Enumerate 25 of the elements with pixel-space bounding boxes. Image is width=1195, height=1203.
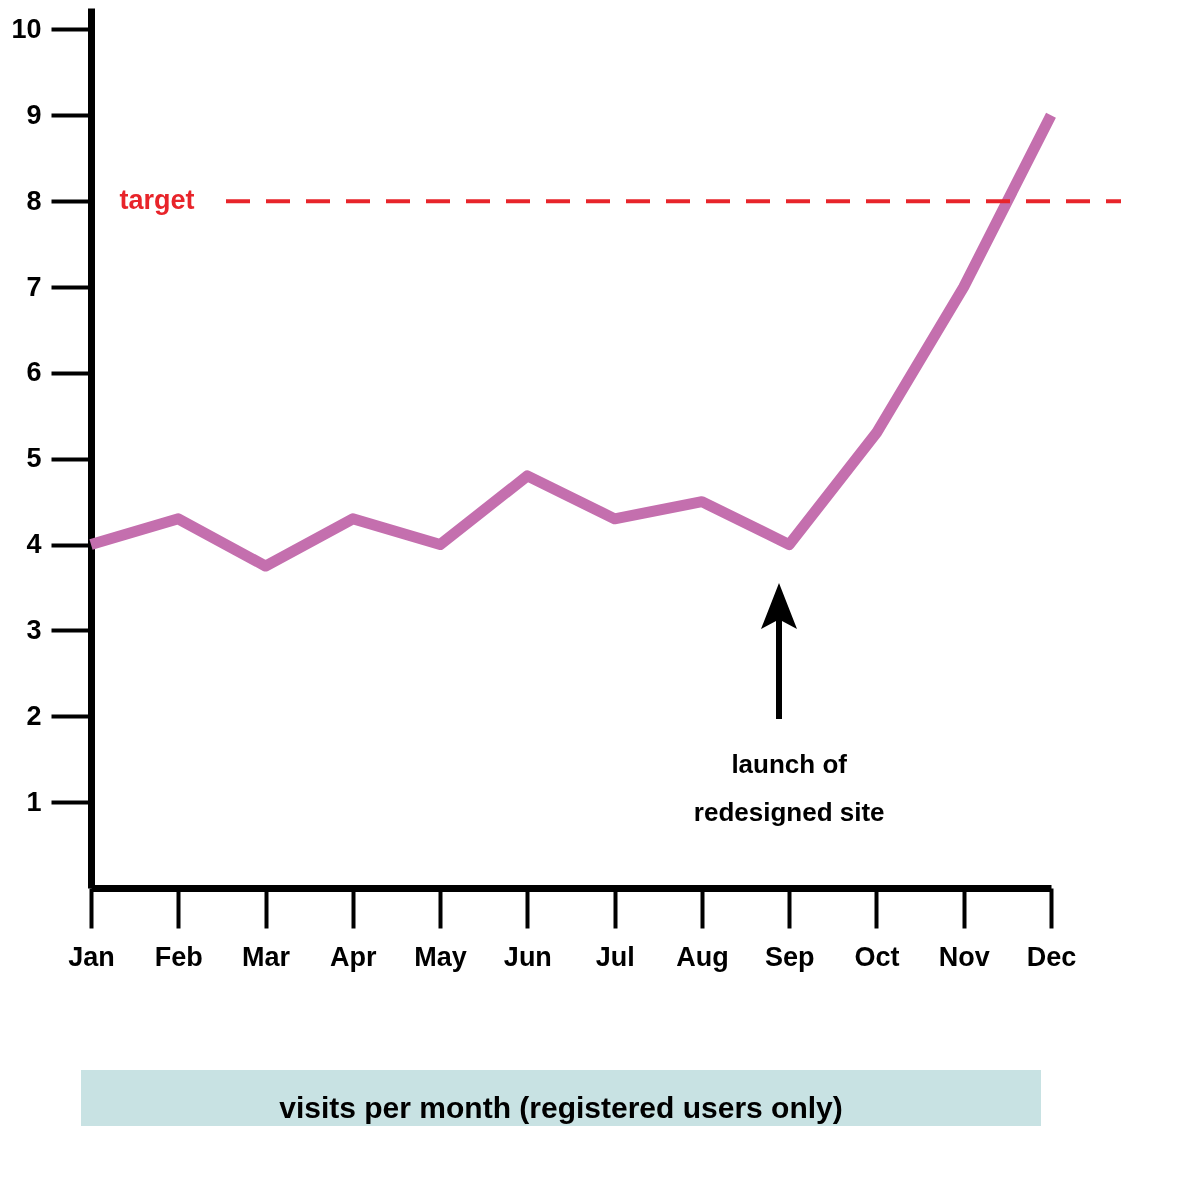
y-tick-label: 6: [26, 357, 42, 388]
y-tick-label: 1: [26, 786, 42, 817]
x-tick-label: May: [414, 941, 467, 972]
y-tick-label: 9: [26, 99, 42, 130]
annotation: launch of redesigned site: [693, 748, 885, 827]
y-tick-label: 7: [26, 271, 42, 302]
x-tick-label: Mar: [242, 941, 291, 972]
y-tick-label: 2: [26, 700, 42, 731]
x-tick-label: Oct: [854, 941, 900, 972]
x-tick-label: Sep: [764, 941, 815, 972]
x-tick-label: Jun: [503, 941, 552, 972]
x-tick-label: Nov: [938, 941, 990, 972]
y-tick-label: 8: [26, 185, 42, 216]
x-tick-label: Aug: [676, 941, 729, 972]
y-tick-label: 5: [26, 443, 42, 474]
x-tick-label: Jan: [68, 941, 115, 972]
x-tick-label: Apr: [330, 941, 378, 972]
y-tick-label: 10: [11, 13, 42, 44]
x-tick-label: Dec: [1026, 941, 1077, 972]
y-tick-label: 3: [26, 614, 42, 645]
x-tick-label: Jul: [595, 941, 635, 972]
x-axis-title: visits per month (registered users only): [81, 1070, 1041, 1126]
x-tick-label: Feb: [154, 941, 203, 972]
ref-line-label: target: [119, 185, 195, 216]
y-tick-label: 4: [26, 529, 42, 560]
